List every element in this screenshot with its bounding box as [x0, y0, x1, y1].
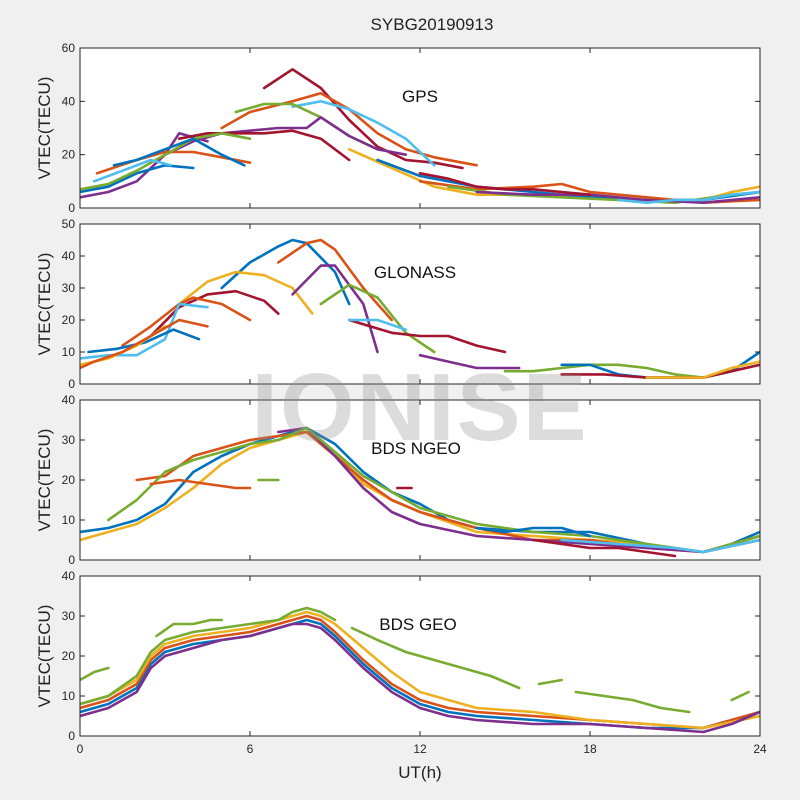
- series-line: [730, 690, 751, 702]
- series-line: [149, 478, 252, 490]
- series-line: [574, 690, 691, 714]
- y-tick-label: 30: [62, 281, 76, 295]
- y-tick-label: 60: [62, 41, 76, 55]
- series-line: [347, 318, 408, 331]
- plot-area: [80, 48, 760, 208]
- y-tick-label: 0: [68, 377, 75, 391]
- series-line: [350, 626, 521, 690]
- y-axis-label: VTEC(TECU): [35, 77, 54, 180]
- y-tick-label: 10: [62, 345, 76, 359]
- y-axis-label: VTEC(TECU): [35, 605, 54, 708]
- series-line: [121, 296, 252, 347]
- plot-area: [80, 224, 760, 384]
- series-line: [80, 622, 760, 734]
- panel: 0 10 20 30 40 50 VTEC(TECU) GLONASS: [35, 217, 761, 391]
- y-axis-label: VTEC(TECU): [35, 429, 54, 532]
- y-tick-label: 40: [62, 393, 76, 407]
- y-tick-label: 0: [68, 201, 75, 215]
- series-line: [80, 666, 110, 682]
- y-tick-label: 20: [62, 649, 76, 663]
- y-tick-label: 50: [62, 217, 76, 231]
- y-tick-label: 10: [62, 689, 76, 703]
- series-line: [80, 302, 209, 360]
- series-line: [149, 289, 280, 338]
- series-line: [537, 678, 564, 686]
- series-line: [645, 360, 760, 379]
- plot-area: [80, 400, 760, 560]
- panel-label: BDS GEO: [379, 615, 456, 634]
- y-tick-label: 20: [62, 148, 76, 162]
- y-tick-label: 40: [62, 569, 76, 583]
- x-axis-label: UT(h): [398, 763, 441, 782]
- y-tick-label: 20: [62, 313, 76, 327]
- series-line: [291, 100, 436, 167]
- series-line: [531, 538, 677, 558]
- y-tick-label: 30: [62, 433, 76, 447]
- series-line: [475, 190, 760, 204]
- series-line: [475, 526, 592, 538]
- panel-label: GLONASS: [374, 263, 456, 282]
- series-group: [80, 606, 760, 734]
- x-tick-label: 12: [413, 742, 427, 756]
- series-line: [80, 606, 337, 706]
- y-tick-label: 0: [68, 729, 75, 743]
- series-line: [92, 158, 172, 183]
- series-line: [155, 618, 223, 638]
- series-line: [80, 164, 195, 194]
- series-group: [80, 238, 760, 379]
- panel-label: BDS NGEO: [371, 439, 461, 458]
- y-tick-label: 30: [62, 609, 76, 623]
- series-line: [220, 238, 351, 306]
- y-tick-label: 40: [62, 249, 76, 263]
- series-group: [80, 426, 760, 558]
- panel: 0 10 20 30 40 0 6 12 18 24 VTEC(TECU) BDS GEO: [35, 569, 767, 756]
- series-line: [503, 363, 705, 379]
- series-line: [87, 328, 201, 354]
- watermark: IONISE: [251, 354, 588, 461]
- series-line: [80, 318, 209, 370]
- x-tick-label: 6: [247, 742, 254, 756]
- series-line: [276, 426, 760, 554]
- y-axis-label: VTEC(TECU): [35, 253, 54, 356]
- series-group: [80, 68, 760, 204]
- y-tick-label: 0: [68, 553, 75, 567]
- y-tick-label: 40: [62, 94, 76, 108]
- series-line: [616, 190, 760, 204]
- series-line: [319, 283, 436, 354]
- panel: 0 10 20 30 40 VTEC(TECU) BDS NGEO: [35, 393, 761, 567]
- x-tick-label: 18: [583, 742, 597, 756]
- y-tick-label: 20: [62, 473, 76, 487]
- series-line: [112, 137, 246, 167]
- panel: 0 20 40 60 VTEC(TECU) GPS: [35, 41, 761, 215]
- series-line: [418, 172, 592, 196]
- figure-title: SYBG20190913: [371, 15, 494, 34]
- series-line: [80, 132, 252, 191]
- series-line: [107, 426, 760, 554]
- x-tick-label: 24: [753, 742, 767, 756]
- series-line: [418, 353, 521, 370]
- y-tick-label: 10: [62, 513, 76, 527]
- series-line: [177, 129, 351, 162]
- series-line: [347, 318, 507, 354]
- series-line: [560, 538, 760, 554]
- x-tick-label: 0: [77, 742, 84, 756]
- panel-label: GPS: [402, 87, 438, 106]
- series-line: [80, 426, 760, 554]
- series-line: [80, 610, 760, 730]
